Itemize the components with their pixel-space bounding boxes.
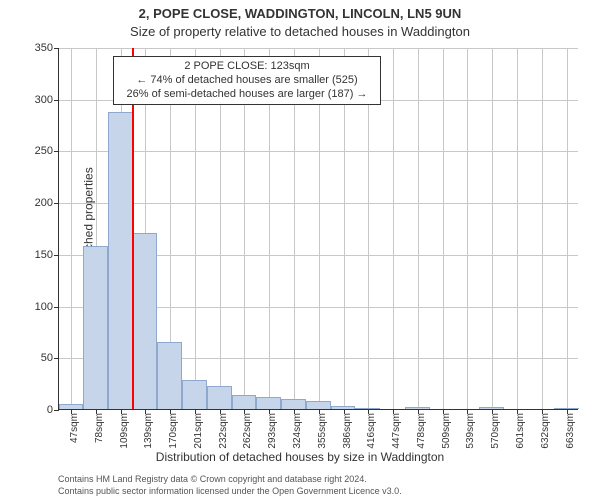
xtick-label: 170sqm (168, 413, 179, 449)
ytick-label: 300 (35, 94, 53, 106)
xtick-label: 509sqm (441, 413, 452, 449)
xtick-label: 601sqm (515, 413, 526, 449)
ytick-mark (54, 48, 59, 49)
plot-area: 05010015020025030035047sqm78sqm109sqm139… (58, 48, 578, 410)
ytick-label: 50 (41, 352, 53, 364)
xtick-label: 139sqm (143, 413, 154, 449)
x-axis-label: Distribution of detached houses by size … (0, 450, 600, 464)
annotation-line-1: 2 POPE CLOSE: 123sqm (120, 60, 374, 74)
xtick-label: 386sqm (342, 413, 353, 449)
xtick-label: 355sqm (317, 413, 328, 449)
histogram-bar (479, 407, 504, 409)
xtick-label: 570sqm (490, 413, 501, 449)
ytick-mark (54, 100, 59, 101)
chart-title-main: 2, POPE CLOSE, WADDINGTON, LINCOLN, LN5 … (0, 6, 600, 21)
histogram-bar (59, 404, 83, 409)
credit-line-1: Contains HM Land Registry data © Crown c… (58, 474, 367, 484)
histogram-bar (281, 399, 306, 409)
annotation-line-2: ← 74% of detached houses are smaller (52… (120, 74, 374, 88)
ytick-label: 250 (35, 145, 53, 157)
gridline-v (443, 48, 444, 409)
histogram-bar (83, 246, 108, 409)
xtick-label: 78sqm (94, 413, 105, 443)
histogram-bar (133, 233, 157, 409)
xtick-label: 47sqm (69, 413, 80, 443)
xtick-label: 416sqm (366, 413, 377, 449)
xtick-label: 447sqm (391, 413, 402, 449)
ytick-mark (54, 151, 59, 152)
gridline-v (542, 48, 543, 409)
annotation-line-3: 26% of semi-detached houses are larger (… (120, 88, 374, 102)
chart-container: 2, POPE CLOSE, WADDINGTON, LINCOLN, LN5 … (0, 0, 600, 500)
gridline-v (71, 48, 72, 409)
xtick-label: 478sqm (416, 413, 427, 449)
histogram-bar (182, 380, 207, 409)
gridline-v (567, 48, 568, 409)
xtick-label: 201sqm (193, 413, 204, 449)
xtick-label: 232sqm (218, 413, 229, 449)
xtick-label: 632sqm (540, 413, 551, 449)
gridline-v (492, 48, 493, 409)
ytick-label: 100 (35, 301, 53, 313)
ytick-label: 150 (35, 249, 53, 261)
credit-line-2: Contains public sector information licen… (58, 486, 402, 496)
ytick-mark (54, 307, 59, 308)
xtick-label: 539sqm (465, 413, 476, 449)
gridline-v (418, 48, 419, 409)
xtick-label: 663sqm (565, 413, 576, 449)
xtick-label: 262sqm (242, 413, 253, 449)
chart-title-sub: Size of property relative to detached ho… (0, 24, 600, 39)
ytick-label: 0 (47, 404, 53, 416)
ytick-mark (54, 358, 59, 359)
histogram-bar (232, 395, 256, 409)
histogram-bar (108, 112, 133, 409)
xtick-label: 293sqm (267, 413, 278, 449)
histogram-bar (157, 342, 182, 409)
xtick-label: 324sqm (292, 413, 303, 449)
annotation-box: 2 POPE CLOSE: 123sqm ← 74% of detached h… (113, 56, 381, 105)
histogram-bar (256, 397, 281, 409)
xtick-label: 109sqm (119, 413, 130, 449)
histogram-bar (355, 408, 380, 409)
gridline-v (517, 48, 518, 409)
histogram-bar (554, 408, 579, 409)
histogram-bar (306, 401, 331, 409)
ytick-label: 200 (35, 197, 53, 209)
histogram-bar (405, 407, 430, 409)
gridline-v (393, 48, 394, 409)
ytick-mark (54, 255, 59, 256)
ytick-mark (54, 203, 59, 204)
histogram-bar (207, 386, 232, 409)
ytick-mark (54, 410, 59, 411)
histogram-bar (331, 406, 355, 409)
ytick-label: 350 (35, 42, 53, 54)
gridline-v (467, 48, 468, 409)
